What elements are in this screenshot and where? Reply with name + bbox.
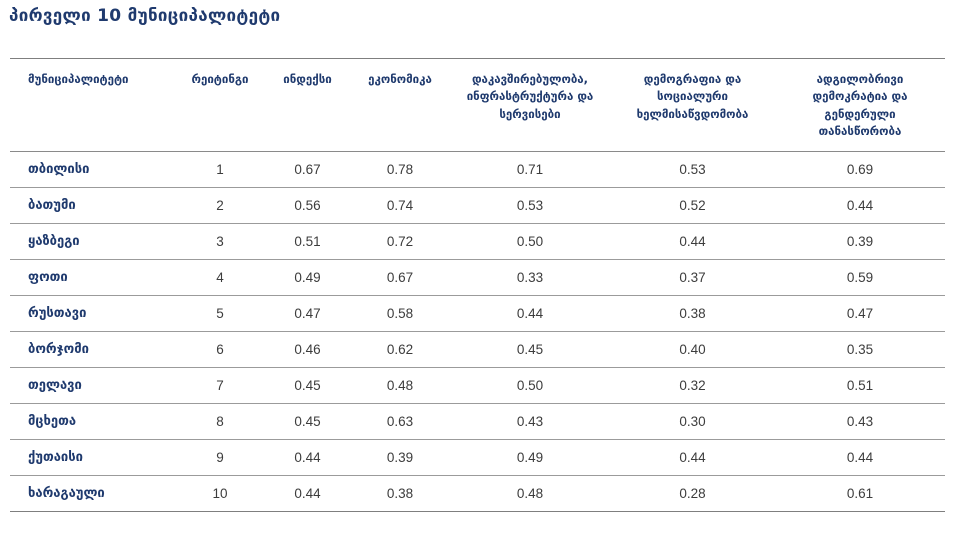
connectivity-cell: 0.48 (450, 475, 610, 512)
economy-cell: 0.58 (350, 295, 450, 332)
connectivity-cell: 0.49 (450, 439, 610, 476)
column-header-connectivity: დაკავშირებულობა, ინფრასტრუქტურა და სერვი… (450, 58, 610, 152)
rating-cell: 8 (175, 403, 265, 440)
column-header-local-democracy: ადგილობრივი დემოკრატია და გენდერული თანა… (775, 58, 945, 152)
economy-cell: 0.72 (350, 223, 450, 260)
table-row: ფოთი 4 0.49 0.67 0.33 0.37 0.59 (10, 259, 945, 296)
connectivity-cell: 0.45 (450, 331, 610, 368)
table-row: ქუთაისი 9 0.44 0.39 0.49 0.44 0.44 (10, 439, 945, 476)
column-header-municipality: მუნიციპალიტეტი (10, 58, 175, 152)
economy-cell: 0.62 (350, 331, 450, 368)
connectivity-cell: 0.43 (450, 403, 610, 440)
democracy-cell: 0.44 (775, 439, 945, 476)
table-body: თბილისი 1 0.67 0.78 0.71 0.53 0.69 ბათუმ… (10, 151, 945, 512)
index-cell: 0.44 (265, 439, 350, 476)
economy-cell: 0.39 (350, 439, 450, 476)
demography-cell: 0.40 (610, 331, 775, 368)
municipality-cell: ბორჯომი (10, 331, 175, 368)
connectivity-cell: 0.44 (450, 295, 610, 332)
municipality-ranking-table: მუნიციპალიტეტი რეიტინგი ინდექსი ეკონომიკ… (10, 58, 945, 512)
column-header-rating: რეიტინგი (175, 58, 265, 152)
democracy-cell: 0.43 (775, 403, 945, 440)
rating-cell: 4 (175, 259, 265, 296)
economy-cell: 0.38 (350, 475, 450, 512)
table-row: ბათუმი 2 0.56 0.74 0.53 0.52 0.44 (10, 187, 945, 224)
table-row: თბილისი 1 0.67 0.78 0.71 0.53 0.69 (10, 151, 945, 188)
municipality-cell: ფოთი (10, 259, 175, 296)
index-cell: 0.45 (265, 403, 350, 440)
democracy-cell: 0.39 (775, 223, 945, 260)
index-cell: 0.47 (265, 295, 350, 332)
column-header-demography: დემოგრაფია და სოციალური ხელმისაწვდომობა (610, 58, 775, 152)
index-cell: 0.67 (265, 151, 350, 188)
demography-cell: 0.44 (610, 223, 775, 260)
table-row: ხარაგაული 10 0.44 0.38 0.48 0.28 0.61 (10, 475, 945, 512)
table-row: ბორჯომი 6 0.46 0.62 0.45 0.40 0.35 (10, 331, 945, 368)
demography-cell: 0.44 (610, 439, 775, 476)
rating-cell: 6 (175, 331, 265, 368)
demography-cell: 0.28 (610, 475, 775, 512)
municipality-cell: მცხეთა (10, 403, 175, 440)
page-title: პირველი 10 მუნიციპალიტეტი (9, 6, 281, 26)
democracy-cell: 0.35 (775, 331, 945, 368)
rating-cell: 2 (175, 187, 265, 224)
index-cell: 0.46 (265, 331, 350, 368)
index-cell: 0.44 (265, 475, 350, 512)
democracy-cell: 0.44 (775, 187, 945, 224)
rating-cell: 3 (175, 223, 265, 260)
rating-cell: 10 (175, 475, 265, 512)
table-header-row: მუნიციპალიტეტი რეიტინგი ინდექსი ეკონომიკ… (10, 58, 945, 152)
connectivity-cell: 0.33 (450, 259, 610, 296)
rating-cell: 1 (175, 151, 265, 188)
table-row: რუსთავი 5 0.47 0.58 0.44 0.38 0.47 (10, 295, 945, 332)
table-row: თელავი 7 0.45 0.48 0.50 0.32 0.51 (10, 367, 945, 404)
rating-cell: 7 (175, 367, 265, 404)
democracy-cell: 0.47 (775, 295, 945, 332)
connectivity-cell: 0.50 (450, 367, 610, 404)
democracy-cell: 0.69 (775, 151, 945, 188)
demography-cell: 0.30 (610, 403, 775, 440)
municipality-cell: თელავი (10, 367, 175, 404)
demography-cell: 0.37 (610, 259, 775, 296)
economy-cell: 0.74 (350, 187, 450, 224)
connectivity-cell: 0.53 (450, 187, 610, 224)
table-row: მცხეთა 8 0.45 0.63 0.43 0.30 0.43 (10, 403, 945, 440)
column-header-economy: ეკონომიკა (350, 58, 450, 152)
economy-cell: 0.67 (350, 259, 450, 296)
municipality-cell: ხარაგაული (10, 475, 175, 512)
table-header: მუნიციპალიტეტი რეიტინგი ინდექსი ეკონომიკ… (10, 58, 945, 152)
municipality-cell: ყაზბეგი (10, 223, 175, 260)
index-cell: 0.49 (265, 259, 350, 296)
index-cell: 0.45 (265, 367, 350, 404)
municipality-cell: რუსთავი (10, 295, 175, 332)
connectivity-cell: 0.50 (450, 223, 610, 260)
demography-cell: 0.32 (610, 367, 775, 404)
column-header-index: ინდექსი (265, 58, 350, 152)
economy-cell: 0.63 (350, 403, 450, 440)
democracy-cell: 0.59 (775, 259, 945, 296)
rating-cell: 5 (175, 295, 265, 332)
economy-cell: 0.78 (350, 151, 450, 188)
demography-cell: 0.52 (610, 187, 775, 224)
index-cell: 0.51 (265, 223, 350, 260)
connectivity-cell: 0.71 (450, 151, 610, 188)
municipality-cell: ქუთაისი (10, 439, 175, 476)
demography-cell: 0.53 (610, 151, 775, 188)
democracy-cell: 0.61 (775, 475, 945, 512)
demography-cell: 0.38 (610, 295, 775, 332)
rating-cell: 9 (175, 439, 265, 476)
table-row: ყაზბეგი 3 0.51 0.72 0.50 0.44 0.39 (10, 223, 945, 260)
economy-cell: 0.48 (350, 367, 450, 404)
democracy-cell: 0.51 (775, 367, 945, 404)
index-cell: 0.56 (265, 187, 350, 224)
municipality-cell: თბილისი (10, 151, 175, 188)
municipality-cell: ბათუმი (10, 187, 175, 224)
